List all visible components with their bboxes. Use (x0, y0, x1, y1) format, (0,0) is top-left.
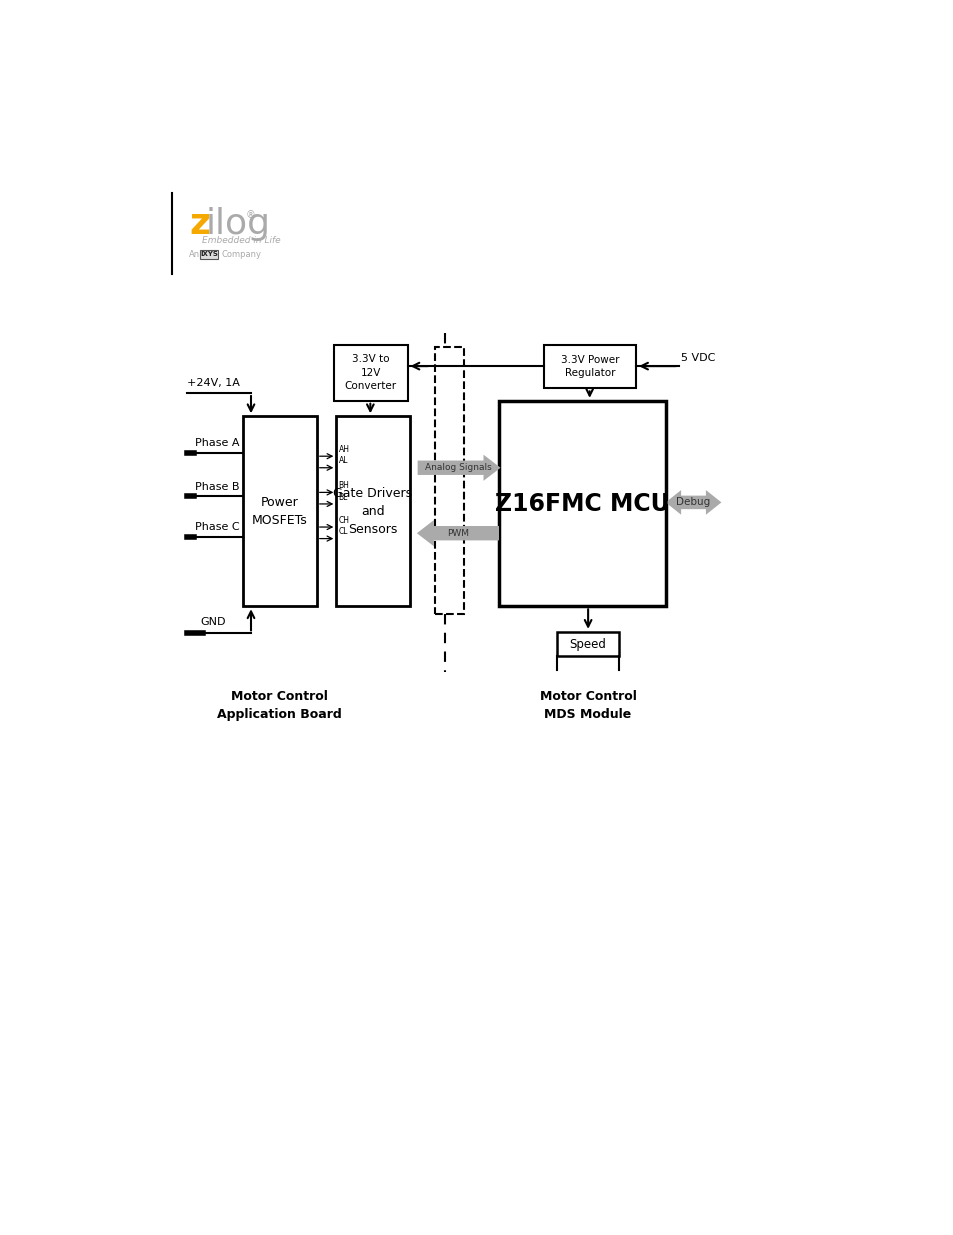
Text: ilog: ilog (206, 206, 271, 241)
Polygon shape (416, 520, 498, 546)
Text: ®: ® (245, 210, 255, 220)
Text: Gate Drivers
and
Sensors: Gate Drivers and Sensors (334, 487, 413, 536)
Text: 5 VDC: 5 VDC (680, 353, 715, 363)
FancyBboxPatch shape (557, 632, 618, 656)
Text: Company: Company (221, 249, 261, 259)
FancyBboxPatch shape (334, 345, 407, 401)
Text: z: z (189, 206, 210, 241)
Text: +24V, 1A: +24V, 1A (187, 378, 240, 389)
Text: An: An (189, 249, 200, 259)
FancyBboxPatch shape (243, 416, 316, 606)
Text: CL: CL (338, 527, 348, 536)
FancyBboxPatch shape (498, 401, 665, 606)
Text: Analog Signals: Analog Signals (425, 463, 492, 472)
Text: PWM: PWM (446, 529, 469, 537)
Text: 3.3V to
12V
Converter: 3.3V to 12V Converter (344, 354, 396, 390)
Text: AL: AL (338, 457, 348, 466)
Text: Z16FMC MCU: Z16FMC MCU (495, 492, 669, 515)
Text: Motor Control
MDS Module: Motor Control MDS Module (539, 689, 636, 720)
Text: Phase C: Phase C (195, 522, 239, 532)
Text: Debug: Debug (676, 498, 710, 508)
FancyBboxPatch shape (335, 416, 410, 606)
Text: Phase B: Phase B (195, 482, 239, 492)
Text: Motor Control
Application Board: Motor Control Application Board (217, 689, 342, 720)
Text: 3.3V Power
Regulator: 3.3V Power Regulator (560, 354, 618, 378)
Text: CH: CH (338, 516, 349, 525)
Text: BH: BH (338, 482, 349, 490)
Text: Speed: Speed (569, 637, 606, 651)
FancyBboxPatch shape (199, 249, 218, 259)
Text: BL: BL (338, 493, 348, 501)
Text: IXYS: IXYS (200, 252, 218, 257)
Polygon shape (417, 454, 500, 480)
Text: Embedded in Life: Embedded in Life (202, 236, 280, 245)
Text: GND: GND (200, 618, 226, 627)
Text: Power
MOSFETs: Power MOSFETs (252, 495, 308, 527)
Polygon shape (665, 490, 720, 515)
Text: AH: AH (338, 445, 349, 454)
Text: Phase A: Phase A (195, 438, 239, 448)
FancyBboxPatch shape (543, 345, 636, 389)
